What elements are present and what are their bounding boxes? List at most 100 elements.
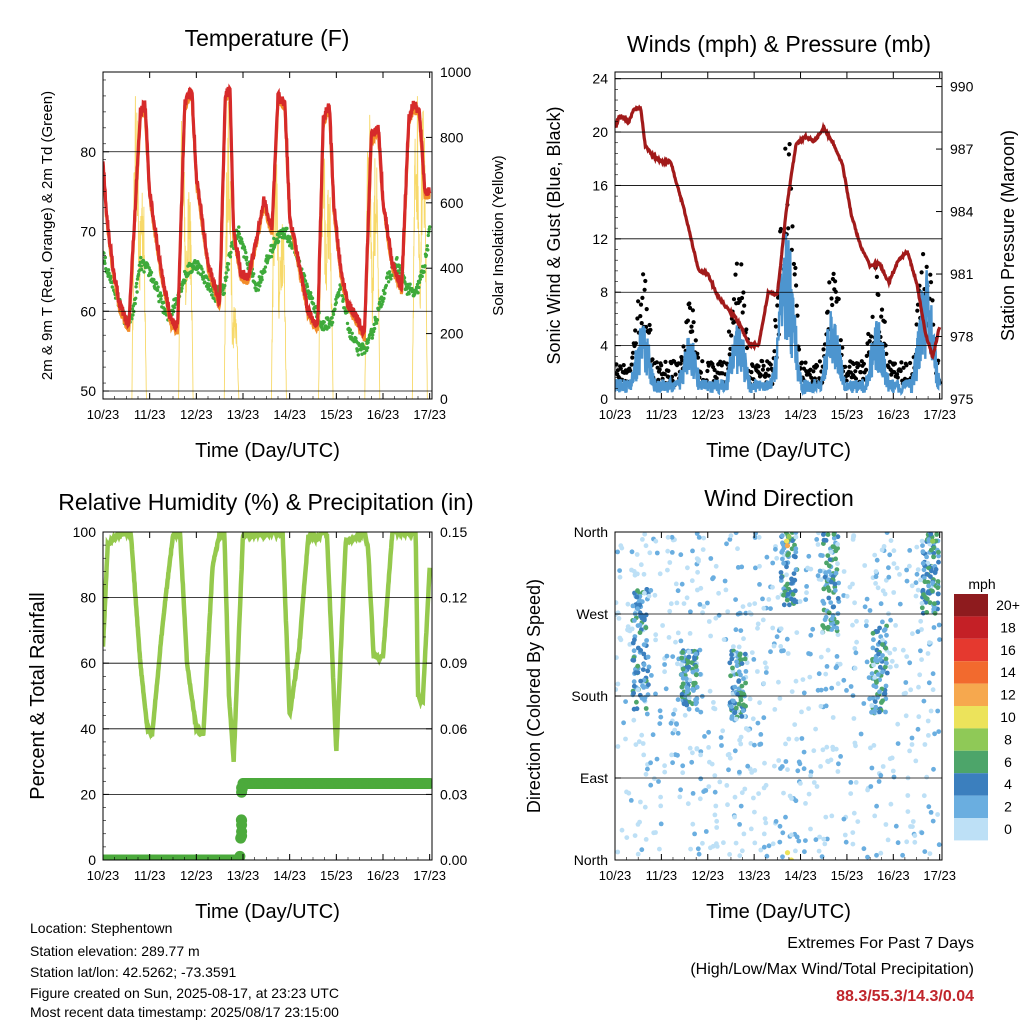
direction-point [826,563,832,569]
gust-point [830,302,835,308]
gust-point [844,378,849,383]
direction-point [874,803,879,809]
direction-point [731,644,736,649]
direction-point [880,653,885,658]
direction-point [781,790,786,796]
gust-point [639,321,644,326]
direction-point [835,534,841,540]
direction-point [632,618,637,623]
direction-point [830,744,836,750]
direction-point [831,604,837,610]
gust-point [739,262,744,267]
direction-point [905,809,911,814]
direction-point [852,600,857,606]
direction-point [635,687,641,693]
direction-point [850,830,856,835]
direction-point [748,826,754,832]
direction-point [880,698,885,704]
gust-point [772,349,777,354]
ytick-label: North [574,852,608,868]
direction-point [852,646,858,651]
dewpoint-point [311,302,316,306]
direction-point [696,535,702,540]
direction-point [643,771,649,777]
gust-point [642,287,647,292]
direction-point [871,637,876,643]
direction-point [727,537,733,542]
dewpoint-point [374,321,379,325]
gust-point [895,372,900,377]
direction-point [739,691,744,696]
direction-point [910,819,916,824]
direction-point [825,759,831,765]
direction-point [793,798,799,804]
gust-point [663,359,668,364]
gust-point [719,363,724,368]
gust-point [811,369,816,374]
gust-point [845,373,851,378]
direction-point [685,565,690,571]
gust-point [734,261,740,266]
direction-point [791,571,797,576]
direction-point [741,636,746,642]
gust-point [737,299,742,304]
direction-point [752,601,758,606]
direction-point [727,660,733,666]
direction-point [844,688,849,693]
direction-point [921,567,927,573]
direction-point [871,683,877,689]
direction-point [824,836,830,842]
direction-point [662,763,667,769]
direction-point [931,766,936,772]
direction-point [755,621,761,627]
direction-point [784,572,789,578]
direction-point [770,841,776,847]
direction-point [725,802,730,808]
direction-point [823,686,829,692]
direction-point [705,600,710,606]
dewpoint-point [228,255,233,259]
gust-point [647,322,652,328]
direction-point [891,561,897,566]
gust-point [640,295,645,300]
direction-point [816,848,822,854]
direction-point [874,658,880,664]
dewpoint-point [427,230,431,234]
gust-point [714,376,719,381]
direction-point [733,532,739,536]
direction-point [804,590,809,596]
direction-point [887,552,893,558]
direction-point [752,809,757,815]
direction-point [697,602,703,607]
colorbar-swatch [954,706,988,729]
direction-plot-area [615,532,942,860]
direction-point [821,532,826,537]
direction-point [929,568,934,574]
ytick-right-label: 987 [950,141,974,157]
direction-point [780,556,785,562]
xtick-label: 11/23 [646,407,678,422]
gust-point [690,308,696,313]
direction-point-high [784,538,790,544]
ytick-right-label: 0.09 [440,655,467,671]
direction-point [833,665,839,671]
direction-point [903,680,909,685]
direction-point [891,590,897,595]
gust-point [858,370,864,375]
direction-point [848,791,854,796]
direction-point [725,609,731,614]
direction-point [806,553,812,559]
direction-point [680,650,685,655]
direction-point [681,601,687,606]
direction-point [823,814,829,820]
direction-point [732,684,738,690]
direction-point [751,657,757,662]
info-latlon: Station lat/lon: 42.5262; -73.3591 [30,964,237,980]
direction-point [619,827,625,833]
direction-point [783,814,788,820]
colorbar-swatch [954,818,988,841]
xtick-label: 12/23 [180,868,213,883]
direction-point [828,579,834,585]
direction-point [623,699,628,704]
dewpoint-point [133,301,137,306]
